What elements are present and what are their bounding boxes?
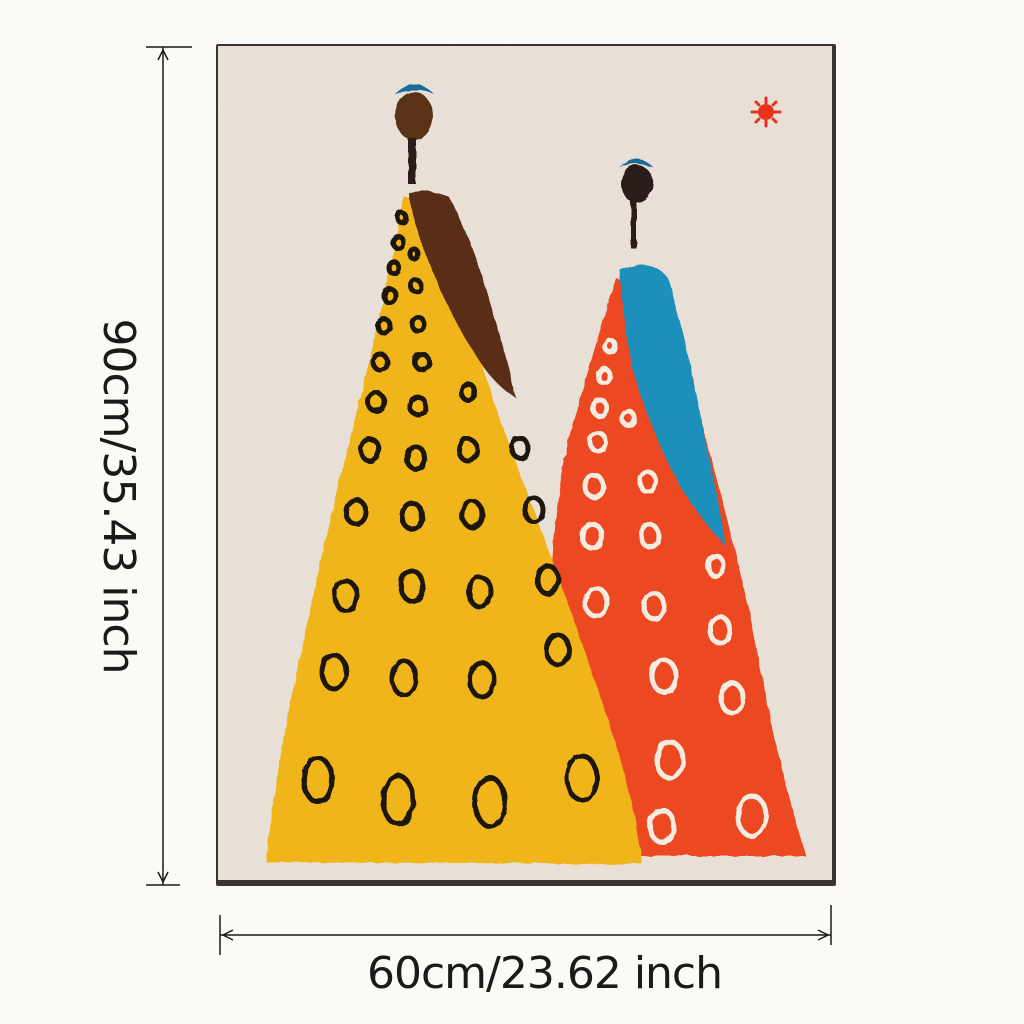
figure-left-dress bbox=[266, 196, 642, 864]
figure-right-shawl bbox=[620, 264, 726, 546]
figure-right-neck bbox=[631, 201, 637, 249]
figure-right-dress bbox=[552, 278, 806, 856]
figure-yellow-dress bbox=[266, 84, 642, 864]
figure-right-pattern bbox=[579, 337, 769, 845]
figure-left-neck bbox=[408, 138, 416, 184]
artwork bbox=[218, 46, 832, 880]
figure-left-headband bbox=[394, 84, 434, 94]
sun-icon bbox=[750, 96, 782, 128]
height-dimension-label: 90cm/35.43 inch bbox=[93, 318, 144, 674]
canvas-print bbox=[216, 44, 836, 886]
figure-left-pattern bbox=[301, 210, 600, 829]
figure-right-headband bbox=[620, 159, 654, 168]
figure-left-shawl bbox=[408, 190, 516, 398]
figure-right-head bbox=[621, 165, 653, 203]
figure-left-head bbox=[395, 92, 433, 140]
width-dimension-label: 60cm/23.62 inch bbox=[367, 948, 723, 999]
figure-red-dress bbox=[552, 159, 806, 856]
